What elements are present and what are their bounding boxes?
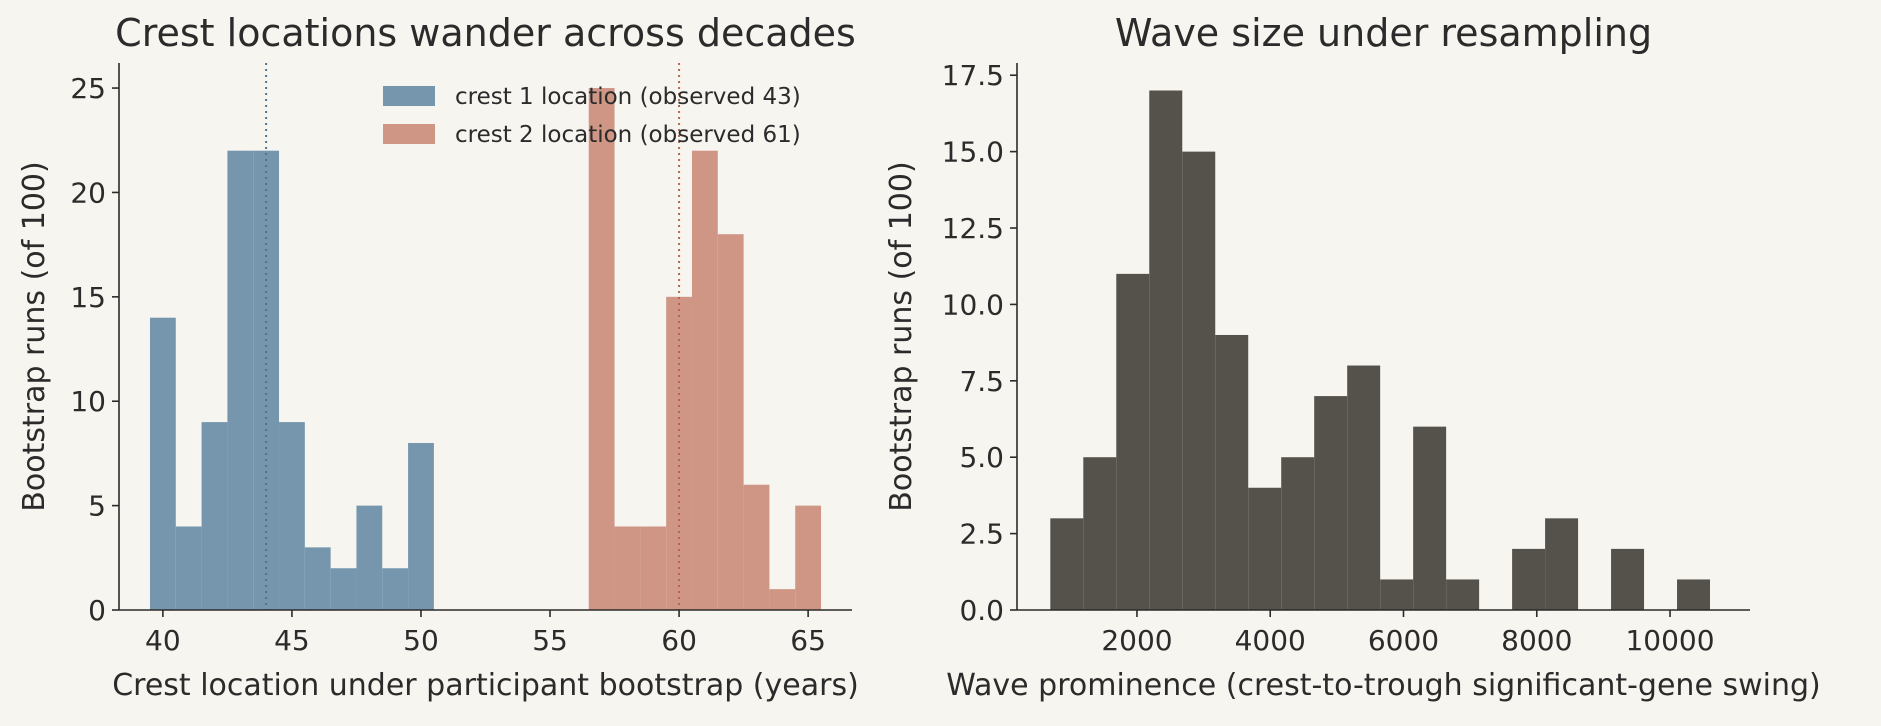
x-tick-label: 8000 <box>1501 624 1572 657</box>
y-tick-label: 25 <box>70 72 106 105</box>
x-tick-label: 2000 <box>1101 624 1172 657</box>
legend-swatch-crest-2 <box>383 124 435 144</box>
histogram-bar-wave-prominence <box>1248 487 1282 610</box>
y-tick-label: 15.0 <box>942 136 1004 169</box>
y-tick-label: 17.5 <box>942 59 1004 92</box>
histogram-bar-crest-2 <box>795 505 822 610</box>
x-tick-label: 60 <box>661 624 697 657</box>
histogram-bar-crest-1 <box>227 150 254 611</box>
histogram-bar-wave-prominence <box>1215 334 1249 610</box>
legend-label-crest-1: crest 1 location (observed 43) <box>455 84 801 110</box>
histogram-bar-crest-1 <box>149 317 176 610</box>
wave-size-panel: Wave size under resampling Wave prominenc… <box>884 11 1821 703</box>
histogram-bar-crest-2 <box>743 484 770 610</box>
y-tick-label: 15 <box>70 281 106 314</box>
histogram-bar-wave-prominence <box>1677 579 1711 610</box>
y-tick-label: 5 <box>88 490 106 523</box>
histogram-bar-crest-1 <box>356 505 383 610</box>
histogram-bar-crest-2 <box>769 589 796 610</box>
histogram-bar-crest-1 <box>304 547 331 610</box>
histogram-bar-wave-prominence <box>1083 457 1117 610</box>
x-tick-label: 50 <box>403 624 439 657</box>
y-tick-label: 2.5 <box>959 518 1004 551</box>
histogram-bar-crest-1 <box>175 526 202 610</box>
y-tick-label: 0 <box>88 594 106 627</box>
x-axis-label: Crest location under participant bootstr… <box>112 668 859 703</box>
histogram-bar-wave-prominence <box>1611 548 1645 610</box>
x-tick-label: 45 <box>274 624 310 657</box>
histogram-bar-crest-2 <box>588 88 615 610</box>
histogram-bar-wave-prominence <box>1050 518 1084 610</box>
histogram-bar-crest-2 <box>614 526 641 610</box>
histogram-bar-crest-2 <box>691 150 718 611</box>
chart-title: Wave size under resampling <box>1115 11 1652 55</box>
histogram-bar-wave-prominence <box>1545 518 1579 610</box>
histogram-bar-crest-1 <box>201 422 228 610</box>
histogram-bar-wave-prominence <box>1446 579 1480 610</box>
x-axis-label: Wave prominence (crest-to-trough signifi… <box>946 668 1820 703</box>
histogram-bar-wave-prominence <box>1281 457 1315 610</box>
histogram-bar-crest-1 <box>382 568 409 610</box>
histogram-bar-wave-prominence <box>1314 396 1348 610</box>
y-tick-label: 10 <box>70 385 106 418</box>
y-axis-label: Bootstrap runs (of 100) <box>17 161 52 511</box>
x-tick-label: 40 <box>145 624 181 657</box>
histogram-bar-crest-1 <box>253 150 280 611</box>
x-tick-label: 65 <box>790 624 826 657</box>
crest-location-panel: Crest locations wander across decades Cre… <box>17 11 859 703</box>
histogram-bar-crest-1 <box>408 442 434 610</box>
histogram-bar-wave-prominence <box>1512 548 1546 610</box>
histogram-bar-crest-2 <box>640 526 667 610</box>
legend-swatch-crest-1 <box>383 86 435 106</box>
histogram-bar-wave-prominence <box>1347 365 1381 610</box>
legend-label-crest-2: crest 2 location (observed 61) <box>455 122 801 148</box>
x-tick-label: 6000 <box>1368 624 1439 657</box>
histogram-bar-wave-prominence <box>1182 151 1216 610</box>
chart-title: Crest locations wander across decades <box>115 11 856 55</box>
y-tick-label: 12.5 <box>942 212 1004 245</box>
x-tick-label: 55 <box>532 624 568 657</box>
y-tick-label: 20 <box>70 176 106 209</box>
x-tick-label: 10000 <box>1625 624 1714 657</box>
histogram-bar-wave-prominence <box>1149 90 1183 610</box>
histogram-bar-wave-prominence <box>1380 579 1414 610</box>
y-tick-label: 7.5 <box>959 365 1004 398</box>
x-tick-label: 4000 <box>1235 624 1306 657</box>
histogram-bar-wave-prominence <box>1413 426 1447 610</box>
histogram-bar-wave-prominence <box>1116 273 1150 610</box>
y-tick-label: 0.0 <box>959 594 1004 627</box>
histogram-bar-crest-2 <box>717 234 744 610</box>
y-tick-label: 10.0 <box>942 288 1004 321</box>
histogram-bar-crest-1 <box>279 422 305 610</box>
y-axis-label: Bootstrap runs (of 100) <box>884 161 919 511</box>
histogram-bar-crest-1 <box>330 568 357 610</box>
y-tick-label: 5.0 <box>959 441 1004 474</box>
